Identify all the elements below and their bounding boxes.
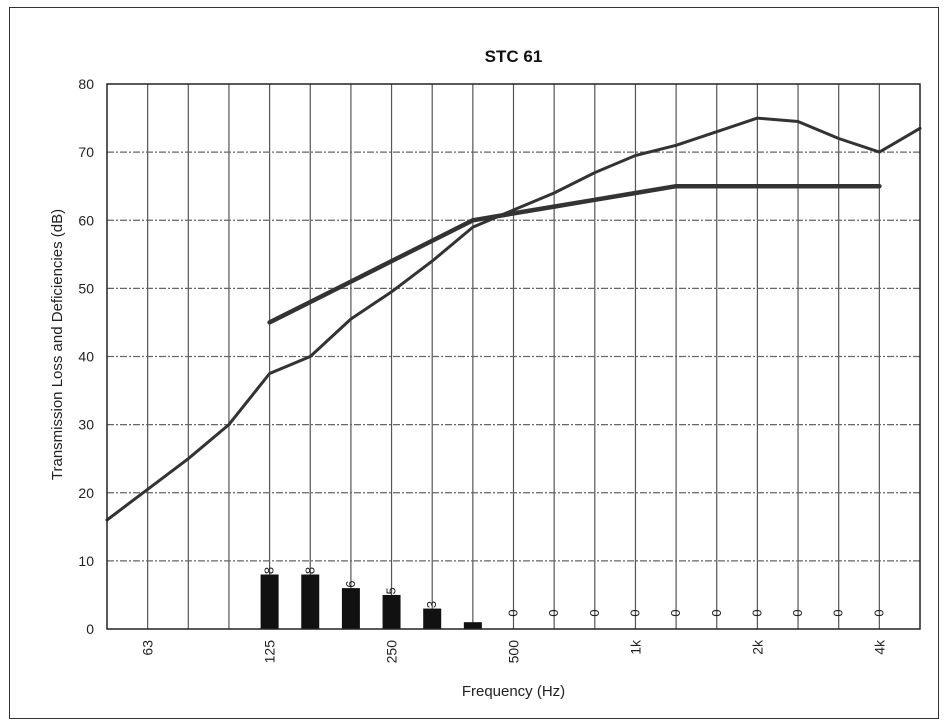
deficiency-value-label: 0 (709, 609, 724, 616)
deficiency-value-label: 6 (343, 581, 358, 588)
x-tick-label: 63 (140, 640, 156, 656)
y-tick-label: 70 (78, 144, 94, 160)
deficiency-value-label: 8 (302, 567, 317, 574)
deficiency-value-label: 0 (871, 609, 886, 616)
x-tick-label: 4k (871, 639, 887, 655)
y-tick-label: 40 (78, 349, 94, 365)
deficiency-bar (260, 574, 279, 629)
plot-border (106, 83, 921, 630)
stc-contour-line (267, 183, 882, 325)
deficiency-bar (423, 608, 442, 629)
y-tick-label: 10 (78, 553, 94, 569)
y-tick-label: 50 (78, 280, 94, 296)
chart-frame (9, 7, 939, 719)
deficiency-value-label: 0 (749, 609, 764, 616)
y-tick-label: 60 (78, 212, 94, 228)
deficiency-value-label: 0 (546, 609, 561, 616)
x-tick-label: 1k (627, 639, 643, 655)
deficiency-value-label: 0 (627, 609, 642, 616)
x-tick-label: 500 (506, 640, 522, 664)
y-tick-label: 0 (86, 621, 94, 637)
deficiency-bar (382, 594, 401, 629)
deficiency-value-label: 5 (384, 587, 399, 594)
x-tick-label: 125 (262, 640, 278, 664)
grid (107, 84, 920, 629)
y-tick-label: 30 (78, 417, 94, 433)
deficiency-value-label: 0 (587, 609, 602, 616)
deficiency-value-label: 0 (506, 609, 521, 616)
deficiency-bar (301, 574, 320, 629)
deficiency-value-label: 0 (668, 609, 683, 616)
deficiency-value-label: 3 (424, 601, 439, 608)
x-axis-title: Frequency (Hz) (462, 683, 565, 700)
transmission-loss-line (105, 116, 922, 522)
deficiency-value-label: 8 (262, 567, 277, 574)
deficiency-bar (341, 588, 360, 629)
y-tick-label: 80 (78, 76, 94, 92)
series-lines (105, 116, 922, 522)
deficiency-bars (260, 574, 482, 629)
x-tick-label: 2k (749, 639, 765, 655)
y-tick-label: 20 (78, 485, 94, 501)
deficiency-value-label: 0 (831, 609, 846, 616)
data-labels: 8 8 6 5 3 0 0 0 0 0 0 0 0 0 0 (262, 567, 887, 617)
deficiency-value-label: 0 (790, 609, 805, 616)
chart-title: STC 61 (485, 47, 543, 66)
y-axis-title: Transmission Loss and Deficiencies (dB) (49, 209, 66, 480)
deficiency-bar (463, 622, 482, 629)
x-tick-label: 250 (384, 640, 400, 664)
